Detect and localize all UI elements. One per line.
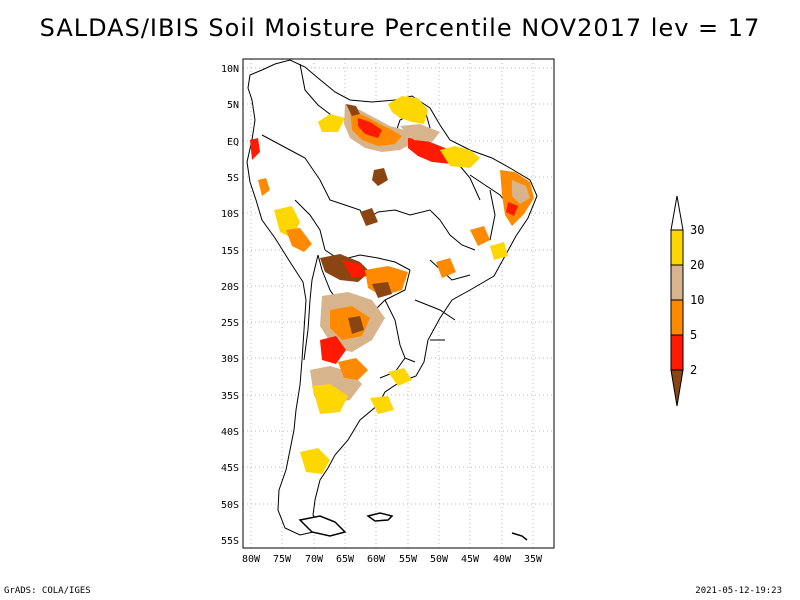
shade-venezuela-yellow	[318, 114, 345, 132]
footer-timestamp: 2021-05-12-19:23	[695, 586, 782, 596]
shade-peru-orange	[286, 228, 312, 252]
shade-chaco-brown	[348, 316, 364, 334]
lat-label: 5N	[227, 100, 239, 111]
shade-northeast-red	[506, 202, 518, 216]
shade-northeast-tan	[512, 180, 530, 204]
legend-label-20: 20	[690, 258, 704, 272]
map-frame-border	[242, 58, 555, 549]
shade-paraguay-brown	[372, 282, 392, 298]
lat-label: 10S	[221, 209, 239, 220]
lat-label: 55S	[221, 536, 239, 547]
footer-credit: GrADS: COLA/IGES	[4, 586, 91, 596]
lon-label: 40W	[493, 554, 512, 565]
lon-label: 75W	[273, 554, 292, 565]
lat-label: EQ	[227, 137, 239, 148]
falklands-outline	[366, 512, 394, 522]
shade-colombia-red	[250, 138, 260, 160]
shade-brazil-central-orange	[436, 258, 456, 278]
map-title: SALDAS/IBIS Soil Moisture Percentile NOV…	[39, 14, 761, 42]
shade-cordoba-orange	[338, 358, 368, 380]
lon-label: 60W	[367, 554, 386, 565]
shade-brazil-central-brown	[360, 208, 378, 226]
lon-label: 45W	[461, 554, 480, 565]
legend-label-5: 5	[690, 328, 697, 342]
shade-serra-yellow	[490, 242, 508, 260]
color-legend: 30 20 10 5 2	[670, 195, 704, 407]
legend-label-30: 30	[690, 223, 704, 237]
lat-label: 25S	[221, 318, 239, 329]
percentile-shading	[250, 96, 534, 474]
shade-northeast-yellow	[440, 146, 480, 168]
lat-label: 5S	[227, 173, 239, 184]
shade-pampas-yellow	[312, 384, 348, 414]
shade-rio-branco-brown	[372, 168, 388, 186]
lon-label: 70W	[305, 554, 324, 565]
shade-para-tan	[400, 124, 440, 142]
lat-label: 35S	[221, 391, 239, 402]
lon-label: 55W	[399, 554, 418, 565]
south-georgia-outline	[511, 532, 528, 541]
lon-labels: 80W 75W 70W 65W 60W 55W 50W 45W 40W 35W	[242, 554, 543, 565]
shade-guiana-yellow	[388, 96, 428, 124]
lat-label: 45S	[221, 463, 239, 474]
shade-ecuador-orange	[258, 178, 270, 196]
lat-label: 50S	[221, 500, 239, 511]
lat-label: 40S	[221, 427, 239, 438]
lat-label: 30S	[221, 354, 239, 365]
shade-amazon-brown	[346, 104, 360, 116]
lon-label: 65W	[336, 554, 355, 565]
lat-labels: 10N 5N EQ 5S 10S 15S 20S 25S 30S 35S 40S…	[221, 64, 239, 547]
legend-swatch-10	[670, 299, 684, 336]
legend-label-2: 2	[690, 363, 697, 377]
legend-top-triangle	[670, 195, 684, 231]
shade-bolivia-red	[342, 260, 368, 278]
lat-label: 20S	[221, 282, 239, 293]
lon-label: 50W	[430, 554, 449, 565]
shade-patagonia-yellow	[300, 448, 330, 474]
legend-swatch-30	[670, 229, 684, 266]
shade-argentina-red	[320, 336, 346, 364]
lon-label: 35W	[524, 554, 543, 565]
legend-swatch-5	[670, 334, 684, 371]
legend-bottom-triangle	[670, 369, 684, 407]
lat-label: 10N	[221, 64, 239, 75]
lat-label: 15S	[221, 246, 239, 257]
shade-amazon-red	[358, 118, 382, 138]
legend-swatch-20	[670, 264, 684, 301]
lon-label: 80W	[242, 554, 261, 565]
shade-mg-orange	[470, 226, 490, 246]
legend-label-10: 10	[690, 293, 704, 307]
tierra-del-fuego	[298, 515, 347, 537]
shade-brazil-south-yellow	[370, 396, 394, 414]
shade-uruguay-yellow	[388, 368, 412, 386]
